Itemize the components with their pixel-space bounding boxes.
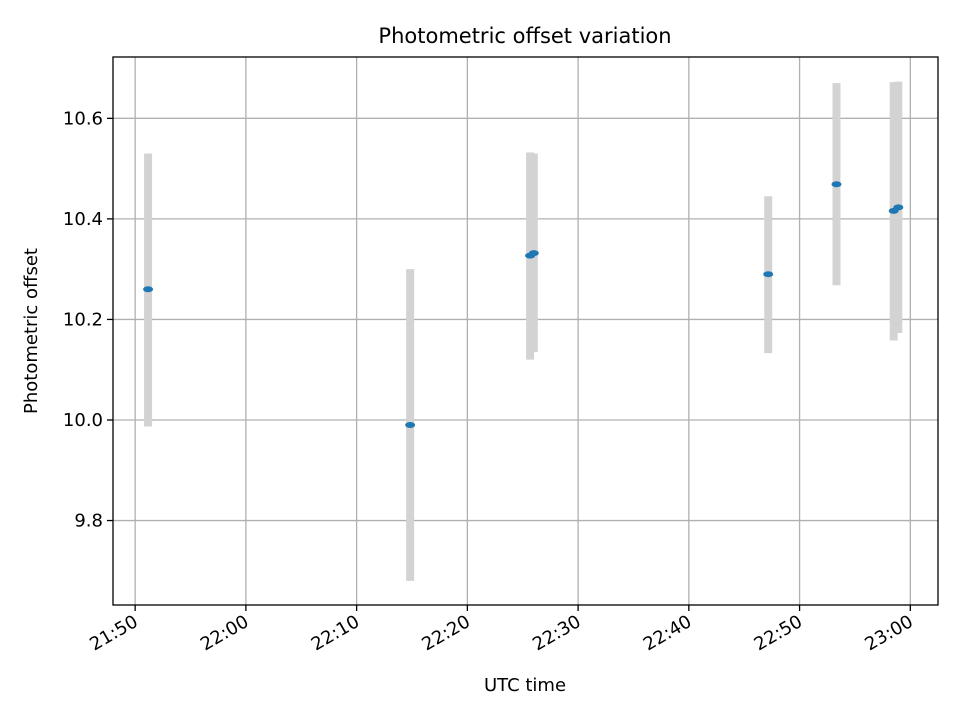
data-point: [405, 422, 416, 429]
y-tick-label: 10.2: [63, 309, 103, 330]
y-tick-label: 9.8: [74, 511, 103, 532]
x-axis-title: UTC time: [484, 675, 566, 696]
y-tick-label: 10.4: [63, 209, 103, 230]
x-tick-label: 23:00: [861, 611, 916, 655]
x-tick-label: 22:00: [197, 611, 252, 655]
x-axis-ticks: 21:50 22:00 22:10 22:20 22:30 22:40 22:50 23:00: [86, 605, 917, 655]
x-tick-label: 22:50: [751, 611, 806, 655]
errorbar-layer: [144, 81, 903, 581]
x-tick-label: 22:40: [640, 611, 695, 655]
plot-frame: [112, 56, 939, 606]
x-tick-label: 21:50: [86, 611, 141, 655]
point-layer: [143, 181, 904, 429]
grid-layer: [113, 57, 938, 605]
data-point: [528, 250, 539, 257]
y-tick-label: 10.6: [63, 108, 103, 129]
y-axis-ticks: 9.8 10.0 10.2 10.4 10.6: [63, 108, 113, 532]
x-tick-label: 22:20: [418, 611, 473, 655]
chart-title: Photometric offset variation: [378, 24, 671, 48]
y-tick-label: 10.0: [63, 410, 103, 431]
x-tick-label: 22:10: [308, 611, 363, 655]
data-point: [763, 271, 774, 278]
data-point: [893, 204, 904, 211]
data-point: [143, 286, 154, 293]
x-tick-label: 22:30: [529, 611, 584, 655]
data-point: [831, 181, 842, 188]
y-axis-title: Photometric offset: [21, 248, 42, 414]
